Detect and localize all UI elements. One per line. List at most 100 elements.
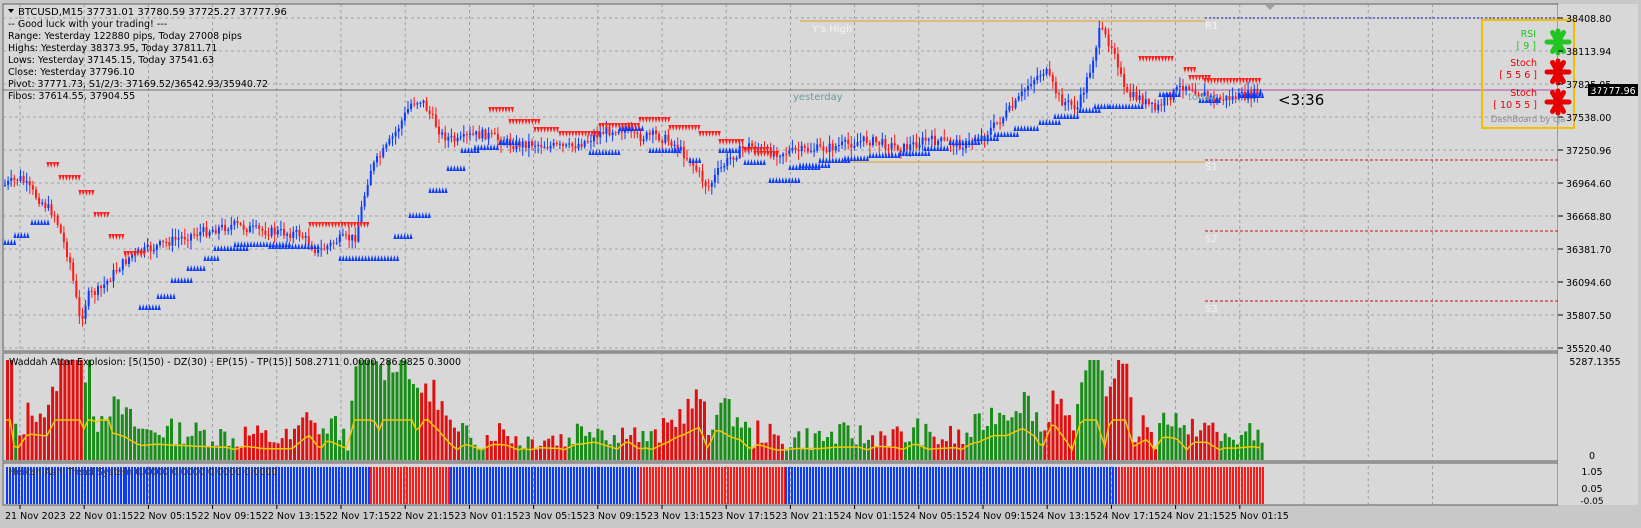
- ha-bar: [272, 467, 274, 504]
- ha-bar: [281, 467, 283, 504]
- main-price-panel[interactable]: [2, 3, 1559, 352]
- wae-bar: [120, 414, 124, 460]
- candle-body: [307, 236, 310, 246]
- signal-arrow: [594, 149, 598, 155]
- signal-arrow: [166, 293, 170, 299]
- signal-arrow: [313, 243, 317, 249]
- candle-body: [583, 141, 586, 147]
- candle-body: [22, 175, 25, 183]
- ha-bar: [39, 467, 41, 504]
- candle-body: [927, 139, 930, 141]
- wae-bar: [1047, 422, 1051, 460]
- wae-bar: [100, 416, 104, 460]
- time-label: 24 Nov 21:15: [1161, 511, 1225, 522]
- signal-arrow: [252, 241, 256, 247]
- candle-body: [1228, 96, 1231, 100]
- signal-arrow: [657, 117, 661, 123]
- signal-arrow: [633, 123, 637, 129]
- wae-bar: [1223, 433, 1227, 460]
- signal-arrow: [303, 243, 307, 249]
- candle-body: [961, 148, 964, 150]
- ha-bar: [462, 467, 464, 504]
- signal-arrow: [343, 222, 347, 228]
- wae-bar: [575, 423, 579, 460]
- signal-arrow: [30, 219, 34, 225]
- wae-bar: [821, 440, 825, 460]
- price-label: 36668.80: [1566, 212, 1611, 223]
- signal-arrow: [316, 243, 320, 249]
- candle-body: [645, 132, 648, 140]
- signal-arrow: [414, 212, 418, 218]
- ha-bar: [269, 467, 271, 504]
- candle-body: [10, 177, 13, 181]
- signal-arrow: [508, 139, 512, 145]
- chart-shift-marker-icon[interactable]: [1265, 5, 1275, 10]
- wae-bar: [1113, 378, 1116, 460]
- candle-body: [66, 242, 68, 258]
- ha-bar: [1016, 467, 1018, 504]
- signal-arrow: [1141, 56, 1145, 62]
- signal-arrow: [1188, 75, 1192, 81]
- wae-bar: [198, 431, 202, 460]
- signal-arrow: [1038, 119, 1042, 125]
- signal-arrow: [511, 119, 515, 125]
- ha-bar: [923, 467, 925, 504]
- time-label: 22 Nov 17:15: [326, 511, 390, 522]
- candle-body: [1175, 87, 1178, 90]
- wae-bar: [309, 420, 313, 460]
- ha-bar: [760, 467, 762, 504]
- signal-arrow: [1203, 78, 1207, 84]
- ha-axis-mid: 0.05: [1581, 484, 1602, 495]
- wae-bar: [916, 418, 920, 460]
- signal-arrow: [1191, 75, 1195, 81]
- signal-arrow: [1041, 119, 1045, 125]
- candle-body: [326, 245, 329, 250]
- wae-bar: [1219, 440, 1223, 460]
- signal-arrow: [501, 107, 505, 113]
- ha-bar: [24, 467, 26, 504]
- ha-bar: [254, 467, 256, 504]
- candle-body: [620, 131, 623, 133]
- signal-arrow: [936, 145, 940, 151]
- candle-body: [1191, 89, 1194, 91]
- candle-body: [512, 146, 515, 150]
- ha-bar: [170, 467, 172, 504]
- candle-body: [1045, 68, 1048, 74]
- signal-arrow: [871, 152, 875, 158]
- signal-arrow: [638, 117, 642, 123]
- heiken-ashi-panel[interactable]: [2, 462, 1559, 506]
- candle-body: [1027, 85, 1029, 90]
- wae-bar: [555, 445, 559, 460]
- chart-menu-triangle-icon[interactable]: [8, 9, 14, 13]
- ha-bar: [137, 467, 139, 504]
- wae-bar: [694, 389, 698, 460]
- ha-bar: [1088, 467, 1090, 504]
- signal-arrow: [1211, 97, 1215, 103]
- signal-arrow: [169, 293, 173, 299]
- ha-bar: [311, 467, 313, 504]
- signal-arrow: [791, 164, 795, 170]
- time-label: 23 Nov 09:15: [583, 511, 647, 522]
- candle-body: [165, 242, 168, 244]
- signal-arrow: [223, 245, 227, 251]
- ha-bar: [778, 467, 780, 504]
- wae-bar: [1018, 413, 1022, 460]
- ha-bar: [791, 467, 793, 504]
- candle-body: [7, 180, 10, 185]
- signal-arrow: [593, 131, 597, 137]
- signal-arrow: [821, 157, 825, 163]
- signal-arrow: [406, 233, 410, 239]
- ha-bar: [1004, 467, 1006, 504]
- ha-bar: [1025, 467, 1027, 504]
- candle-body: [56, 215, 59, 225]
- signal-arrow: [1151, 56, 1155, 62]
- signal-arrow: [308, 222, 312, 228]
- waddah-attar-panel[interactable]: [2, 352, 1559, 462]
- price-label: 37825.05: [1566, 80, 1611, 91]
- candle-body: [180, 236, 183, 239]
- signal-arrow: [129, 251, 133, 257]
- wae-bar: [686, 398, 690, 460]
- candle-body: [59, 224, 62, 233]
- wae-bar: [416, 387, 419, 460]
